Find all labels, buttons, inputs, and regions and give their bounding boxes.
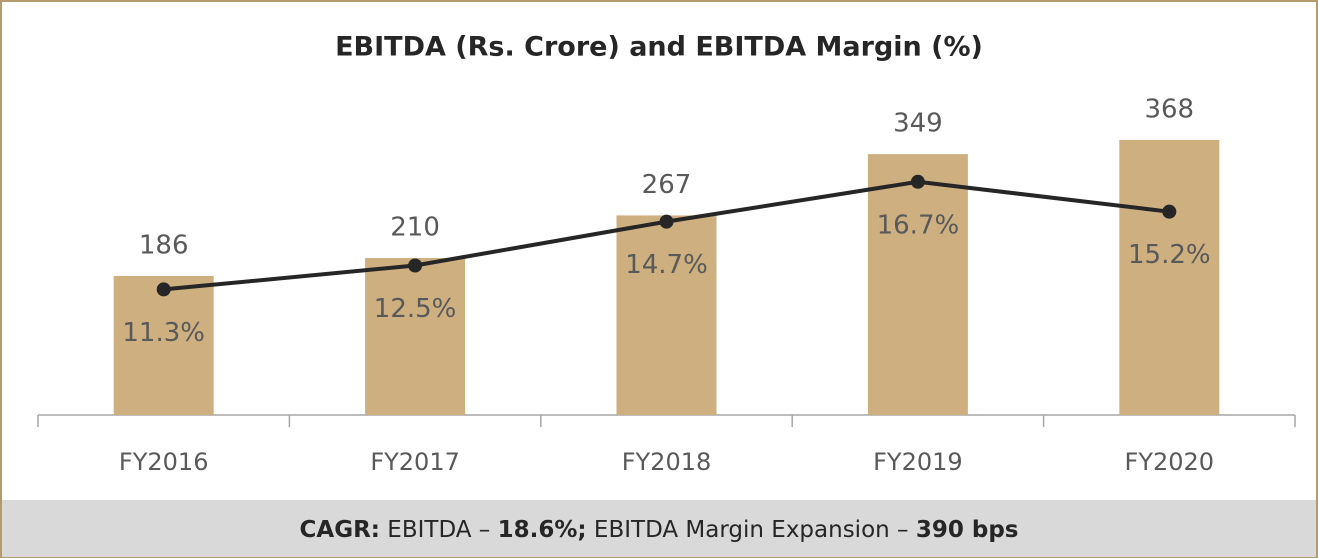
bar xyxy=(365,258,466,415)
footer-part: CAGR: xyxy=(300,517,380,543)
bar-value-label: 368 xyxy=(1144,94,1194,124)
line-point xyxy=(659,214,674,229)
footer-part: EBITDA – xyxy=(380,517,498,543)
bar-value-label: 186 xyxy=(139,230,189,260)
footer-text: CAGR: EBITDA – 18.6%; EBITDA Margin Expa… xyxy=(300,517,1019,543)
footer-band xyxy=(2,500,1316,557)
line-value-label: 15.2% xyxy=(1128,240,1211,270)
footer-part: 390 bps xyxy=(916,517,1019,543)
bar xyxy=(1119,139,1220,416)
x-tick-label: FY2020 xyxy=(1125,448,1215,476)
footer-part: EBITDA Margin Expansion – xyxy=(587,517,916,543)
x-tick-label: FY2019 xyxy=(873,448,963,476)
x-tick-label: FY2017 xyxy=(370,448,460,476)
line-point xyxy=(156,282,171,297)
line-value-label: 11.3% xyxy=(122,318,205,348)
bar-value-label: 349 xyxy=(893,109,943,139)
bar-value-label: 267 xyxy=(642,170,692,200)
line-value-label: 12.5% xyxy=(374,294,457,324)
bar-value-label: 210 xyxy=(390,213,440,243)
x-tick-label: FY2018 xyxy=(622,448,712,476)
line-point xyxy=(408,258,423,273)
bar xyxy=(616,215,717,415)
line-value-label: 16.7% xyxy=(877,210,960,240)
bar xyxy=(867,154,968,415)
line-point xyxy=(1162,204,1177,219)
line-point xyxy=(910,174,925,189)
chart-title: EBITDA (Rs. Crore) and EBITDA Margin (%) xyxy=(335,32,983,63)
bar xyxy=(113,275,214,415)
x-tick-label: FY2016 xyxy=(119,448,209,476)
footer-part: 18.6%; xyxy=(498,517,587,543)
line-value-label: 14.7% xyxy=(625,250,708,280)
